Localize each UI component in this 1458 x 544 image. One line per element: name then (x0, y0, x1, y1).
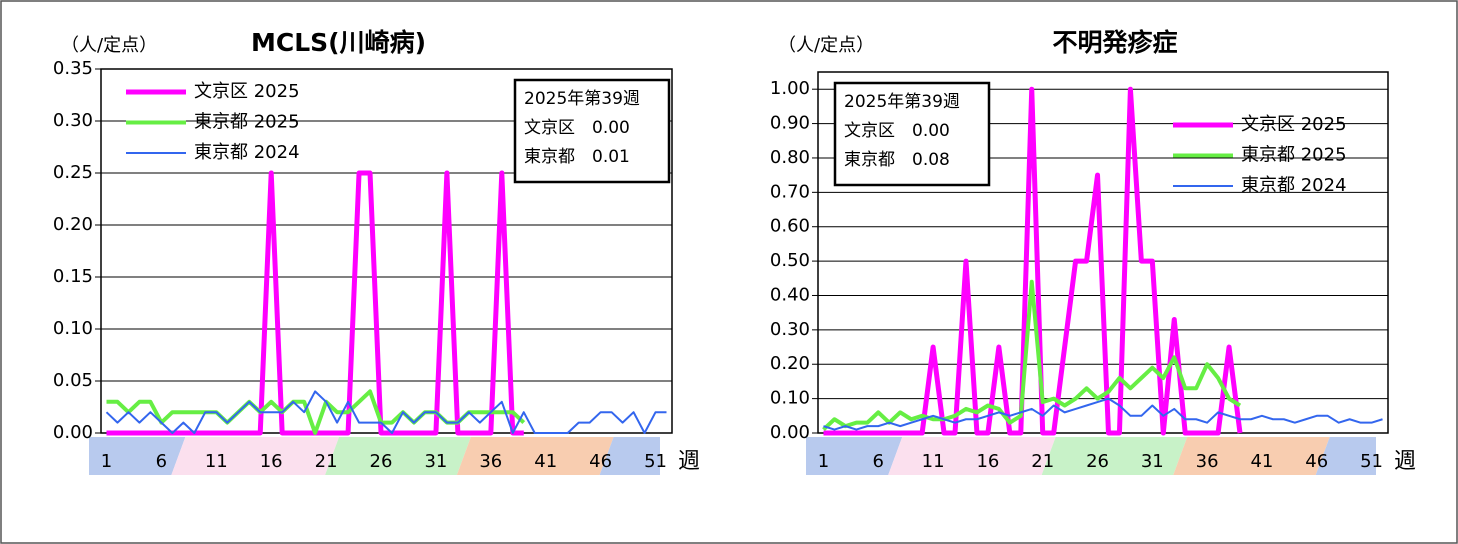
x-tick-label: 51 (1360, 451, 1383, 472)
y-axis-label: （人/定点） (61, 35, 157, 56)
x-tick-label: 26 (370, 451, 393, 472)
y-tick-label: 0.50 (770, 250, 810, 271)
chart-title: 不明発疹症 (1052, 28, 1177, 57)
x-tick-label: 1 (818, 451, 829, 472)
y-tick-label: 0.40 (770, 284, 810, 305)
y-tick-label: 1.00 (770, 78, 810, 99)
legend-label: 東京都 2024 (194, 142, 300, 163)
x-tick-label: 1 (101, 451, 112, 472)
x-tick-label: 36 (1196, 451, 1219, 472)
note-text: 東京都 0.01 (524, 147, 630, 167)
note-text: 2025年第39週 (844, 92, 960, 112)
season-band (456, 437, 614, 475)
y-tick-label: 0.10 (770, 388, 810, 409)
y-axis-label: （人/定点） (778, 35, 874, 56)
note-box (513, 78, 671, 184)
note-text: 2025年第39週 (524, 89, 640, 109)
y-tick-label: 0.80 (770, 147, 810, 168)
legend-label: 東京都 2025 (1241, 145, 1347, 166)
season-band (888, 437, 1056, 475)
x-tick-label: 51 (644, 451, 667, 472)
y-tick-label: 0.15 (53, 266, 93, 287)
x-tick-label: 41 (534, 451, 557, 472)
chart-title: MCLS(川崎病) (251, 28, 426, 57)
y-tick-label: 0.70 (770, 181, 810, 202)
x-tick-label: 6 (156, 451, 167, 472)
legend-label: 文京区 2025 (1241, 114, 1347, 135)
y-tick-label: 0.05 (53, 370, 93, 391)
series-line (823, 397, 1383, 431)
x-tick-label: 21 (1031, 451, 1054, 472)
x-tick-label: 21 (315, 451, 338, 472)
season-band (1041, 437, 1188, 475)
season-band (1315, 437, 1376, 475)
series-line (822, 279, 1242, 432)
y-tick-label: 0.00 (53, 422, 93, 443)
x-tick-label: 31 (1141, 451, 1164, 472)
note-text: 文京区 0.00 (844, 121, 950, 141)
legend-label: 文京区 2025 (194, 81, 300, 102)
season-band (325, 437, 471, 475)
x-tick-label: 31 (424, 451, 447, 472)
legend-label: 東京都 2025 (194, 112, 300, 133)
x-tick-label: 46 (589, 451, 612, 472)
x-tick-label: 6 (873, 451, 884, 472)
y-tick-label: 0.20 (770, 353, 810, 374)
x-tick-label: 11 (922, 451, 945, 472)
x-axis-label: 週 (678, 449, 700, 474)
x-tick-label: 26 (1086, 451, 1109, 472)
season-band (599, 437, 660, 475)
x-tick-label: 46 (1305, 451, 1328, 472)
x-tick-label: 36 (479, 451, 502, 472)
y-tick-label: 0.30 (53, 110, 93, 131)
x-tick-label: 16 (976, 451, 999, 472)
y-tick-label: 0.10 (53, 318, 93, 339)
season-band (171, 437, 340, 475)
y-tick-label: 0.25 (53, 162, 93, 183)
y-tick-label: 0.60 (770, 216, 810, 237)
season-band (1173, 437, 1330, 475)
legend-label: 東京都 2024 (1241, 175, 1347, 196)
y-tick-label: 0.90 (770, 113, 810, 134)
x-tick-label: 16 (260, 451, 283, 472)
y-tick-label: 0.30 (770, 319, 810, 340)
note-text: 東京都 0.08 (844, 150, 950, 170)
note-box (833, 81, 991, 187)
series-line (105, 390, 667, 434)
y-tick-label: 0.20 (53, 214, 93, 235)
y-tick-label: 0.00 (770, 422, 810, 443)
x-axis-label: 週 (1394, 449, 1416, 474)
note-text: 文京区 0.00 (524, 118, 630, 138)
x-tick-label: 11 (205, 451, 228, 472)
season-band (806, 437, 903, 475)
y-tick-label: 0.35 (53, 58, 93, 79)
series-line (823, 86, 1243, 436)
season-band (89, 437, 186, 475)
x-tick-label: 41 (1250, 451, 1273, 472)
